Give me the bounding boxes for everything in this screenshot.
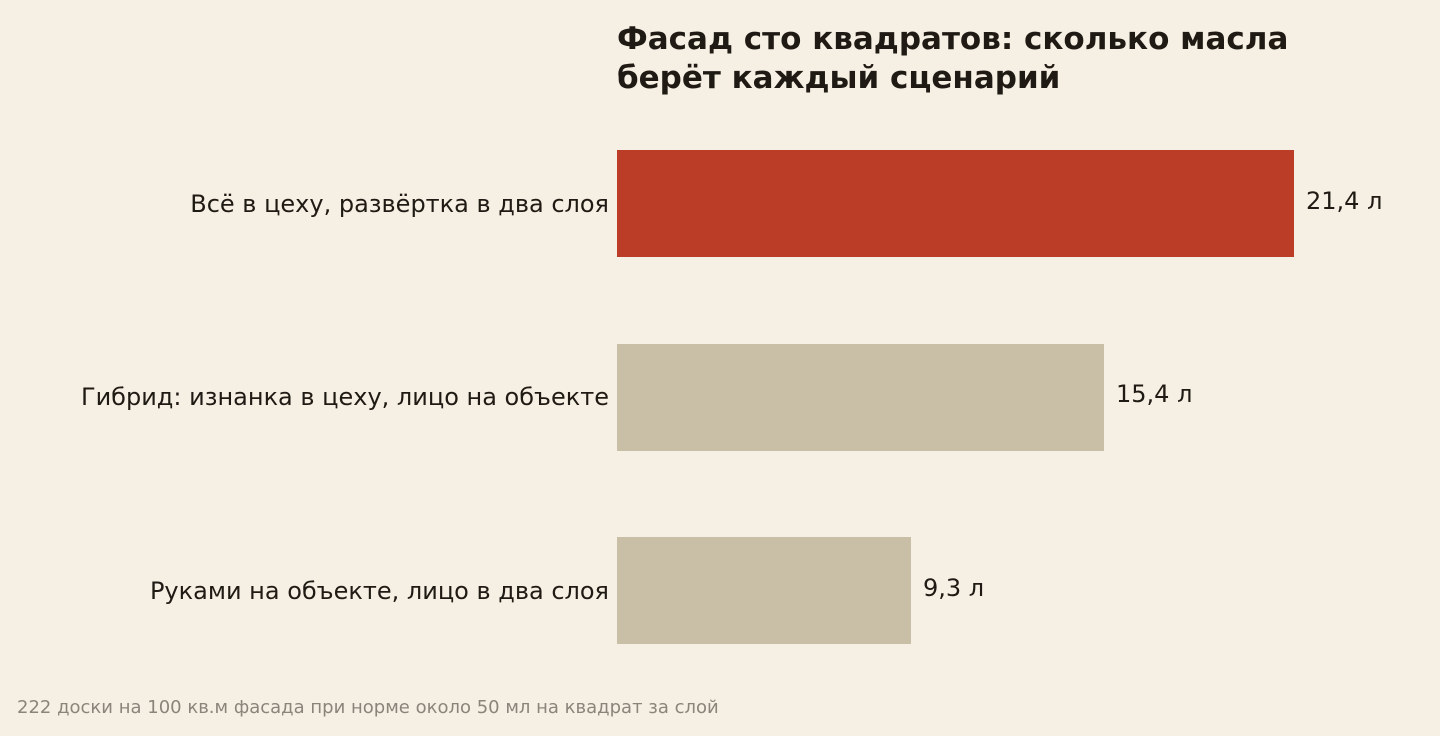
- bar: [617, 343, 1104, 451]
- bar: [617, 150, 1294, 257]
- category-label: Гибрид: изнанка в цеху, лицо на объекте: [80, 383, 609, 411]
- value-label: 21,4 л: [1306, 186, 1383, 215]
- value-label: 15,4 л: [1116, 380, 1193, 408]
- chart-title: Фасад сто квадратов: сколько масла берёт…: [617, 21, 1289, 96]
- value-label: 9,3 л: [923, 573, 985, 602]
- category-label: Всё в цеху, развёртка в два слоя: [190, 189, 609, 218]
- bar: [617, 537, 911, 644]
- category-label: Руками на объекте, лицо в два слоя: [149, 576, 609, 605]
- chart-footnote: 222 доски на 100 кв.м фасада при норме о…: [17, 697, 719, 718]
